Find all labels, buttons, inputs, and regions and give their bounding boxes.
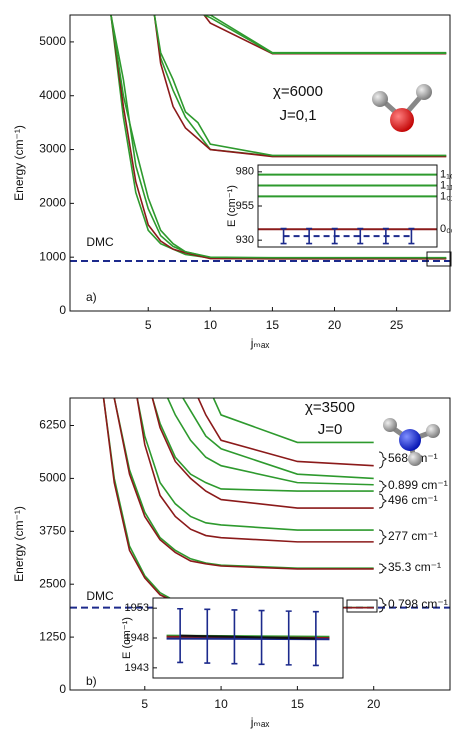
level-label: 0₀₀ (440, 223, 452, 235)
x-tick-label: 5 (145, 318, 152, 332)
annotation: χ=6000 (273, 83, 323, 100)
plots: 0 1000 2000 3000 4000 5000 5 10 15 20 25 Energy (cm… (12, 15, 452, 729)
y-tick-label: 0 (59, 682, 66, 696)
y-tick-label: 5000 (39, 471, 66, 485)
y-tick-label: 955 (236, 200, 254, 212)
y-tick-label: 1943 (125, 662, 149, 674)
gap-label: 496 cm⁻¹ (388, 493, 438, 507)
page: {"chart_data":[ {"type":"line","ylabel":… (0, 0, 452, 746)
y-tick-label: 3000 (39, 142, 66, 156)
y-tick-label: 1250 (39, 629, 66, 643)
y-tick-label: 1000 (39, 249, 66, 263)
annotation: J=0,1 (279, 107, 316, 124)
y-tick-label: 3750 (39, 523, 66, 537)
x-axis-label: jₘₐₓ (250, 336, 270, 350)
x-tick-label: 20 (367, 697, 381, 711)
y-tick-label: 2000 (39, 196, 66, 210)
y-axis-label: Energy (cm⁻¹) (12, 125, 26, 201)
gap-label: 0.798 cm⁻¹ (388, 597, 448, 611)
gap-label: 35.3 cm⁻¹ (388, 560, 441, 574)
y-axis-label: Energy (cm⁻¹) (12, 506, 26, 582)
y-axis-label: E (cm⁻¹) (121, 617, 133, 659)
annotation: χ=3500 (305, 399, 355, 416)
level-label: 1₀₁ (440, 190, 452, 202)
y-tick-label: 4000 (39, 88, 66, 102)
y-tick-label: 980 (236, 166, 254, 178)
annotation: J=0 (318, 421, 343, 438)
y-tick-label: 5000 (39, 34, 66, 48)
reference-label: DMC (86, 235, 114, 249)
y-axis-label: E (cm⁻¹) (226, 185, 238, 227)
annotation: a) (86, 290, 97, 304)
x-tick-label: 20 (328, 318, 342, 332)
y-tick-label: 1953 (125, 602, 149, 614)
y-tick-label: 930 (236, 234, 254, 246)
annotation: b) (86, 674, 97, 688)
y-tick-label: 2500 (39, 576, 66, 590)
x-axis-label: jₘₐₓ (250, 715, 270, 729)
x-tick-label: 10 (214, 697, 228, 711)
y-tick-label: 6250 (39, 418, 66, 432)
plot-frame (70, 15, 450, 311)
x-tick-label: 10 (204, 318, 218, 332)
reference-label: DMC (86, 589, 114, 603)
y-tick-label: 0 (59, 303, 66, 317)
x-tick-label: 15 (291, 697, 305, 711)
x-tick-label: 15 (266, 318, 280, 332)
gap-label: 277 cm⁻¹ (388, 529, 438, 543)
inset-frame (258, 165, 437, 247)
x-tick-label: 25 (390, 318, 404, 332)
x-tick-label: 5 (141, 697, 148, 711)
figure: 0 1000 2000 3000 4000 5000 5 10 15 20 25 Energy (cm… (0, 0, 452, 746)
gap-label: 0.899 cm⁻¹ (388, 478, 448, 492)
